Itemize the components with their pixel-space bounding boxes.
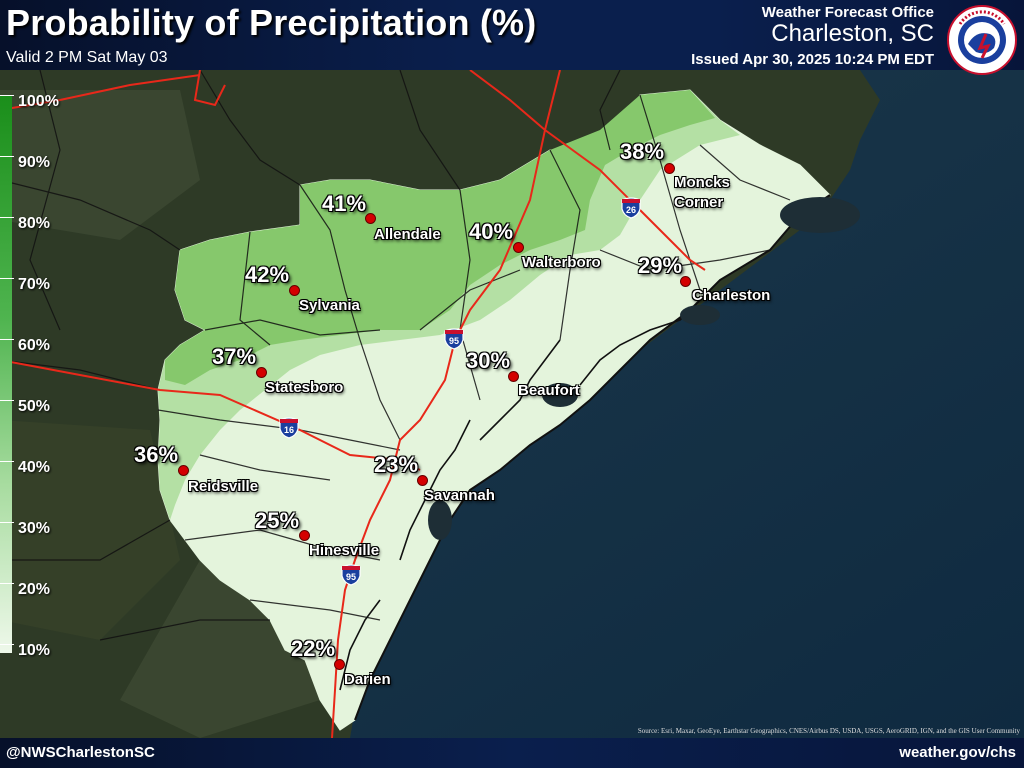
legend-color-bar (0, 95, 12, 653)
forecast-map[interactable] (0, 70, 1024, 738)
city-dot (508, 371, 519, 382)
legend-tick (0, 644, 14, 645)
city-label: Reidsville (188, 478, 259, 495)
legend-label-70: 70% (18, 276, 51, 293)
city-label: Sylvania (299, 297, 360, 314)
pop-value: 42% (245, 262, 290, 287)
website-link[interactable]: weather.gov/chs (899, 744, 1016, 761)
legend-tick (0, 583, 14, 584)
pop-value: 41% (322, 191, 367, 216)
legend-label-50: 50% (18, 398, 51, 415)
legend-tick (0, 339, 14, 340)
footer: @NWSCharlestonSC weather.gov/chs (0, 738, 1024, 768)
pop-value: 22% (291, 636, 336, 661)
pop-value: 30% (466, 348, 511, 373)
legend-label-10: 10% (18, 642, 51, 659)
pop-value: 23% (374, 452, 419, 477)
svg-text:95: 95 (449, 336, 459, 346)
map-attribution: Source: Esri, Maxar, GeoEye, Earthstar G… (637, 727, 1020, 735)
legend-tick (0, 217, 14, 218)
legend-label-40: 40% (18, 459, 51, 476)
interstate-shield-16: 16 (279, 417, 299, 439)
city-dot (513, 242, 524, 253)
legend-tick (0, 95, 14, 96)
nws-logo[interactable] (946, 4, 1018, 76)
issued-time: Issued Apr 30, 2025 10:24 PM EDT (691, 51, 934, 68)
city-label: Darien (344, 671, 391, 688)
city-label: Allendale (374, 226, 441, 243)
social-handle[interactable]: @NWSCharlestonSC (6, 744, 155, 761)
legend-label-20: 20% (18, 581, 51, 598)
city-dot (289, 285, 300, 296)
city-label: Walterboro (522, 254, 601, 271)
legend-label-60: 60% (18, 337, 51, 354)
legend-tick (0, 461, 14, 462)
city-dot (365, 213, 376, 224)
pop-value: 29% (638, 253, 683, 278)
city-dot (680, 276, 691, 287)
header: Probability of Precipitation (%) Valid 2… (0, 0, 1024, 75)
interstate-shield-95-north: 95 (444, 328, 464, 350)
city-label-line1: Moncks (674, 174, 730, 191)
legend-tick (0, 156, 14, 157)
interstate-shield-26: 26 (621, 197, 641, 219)
city-dot (334, 659, 345, 670)
city-dot (256, 367, 267, 378)
pop-value: 38% (620, 139, 665, 164)
forecast-area-high (165, 90, 715, 385)
city-label: Beaufort (518, 382, 580, 399)
city-dot (664, 163, 675, 174)
highways (0, 70, 706, 738)
interstate-shield-95-south: 95 (341, 564, 361, 586)
city-dot (417, 475, 428, 486)
city-label: Moncks Corner (674, 173, 730, 213)
city-label: Charleston (692, 287, 771, 304)
pop-value: 40% (469, 219, 514, 244)
legend-tick (0, 522, 14, 523)
pop-value: 25% (255, 508, 300, 533)
legend-label-80: 80% (18, 215, 51, 232)
sounds (428, 197, 860, 540)
valid-time: Valid 2 PM Sat May 03 (6, 49, 168, 66)
svg-text:26: 26 (626, 205, 636, 215)
legend-label-30: 30% (18, 520, 51, 537)
pop-value: 36% (134, 442, 179, 467)
city-label: Statesboro (265, 379, 344, 396)
svg-text:95: 95 (346, 572, 356, 582)
map-canvas (0, 70, 1024, 738)
legend-label-100: 100% (18, 93, 59, 110)
city-dot (299, 530, 310, 541)
office-label: Weather Forecast Office (761, 4, 934, 21)
legend-tick (0, 400, 14, 401)
pop-value: 37% (212, 344, 257, 369)
city-label-line2: Corner (674, 194, 724, 211)
legend-label-90: 90% (18, 154, 51, 171)
svg-text:16: 16 (284, 425, 294, 435)
city-label: Hinesville (309, 542, 380, 559)
city-dot (178, 465, 189, 476)
legend-tick (0, 278, 14, 279)
city-label: Savannah (424, 487, 495, 504)
office-city: Charleston, SC (771, 20, 934, 47)
map-title: Probability of Precipitation (%) (6, 2, 537, 43)
